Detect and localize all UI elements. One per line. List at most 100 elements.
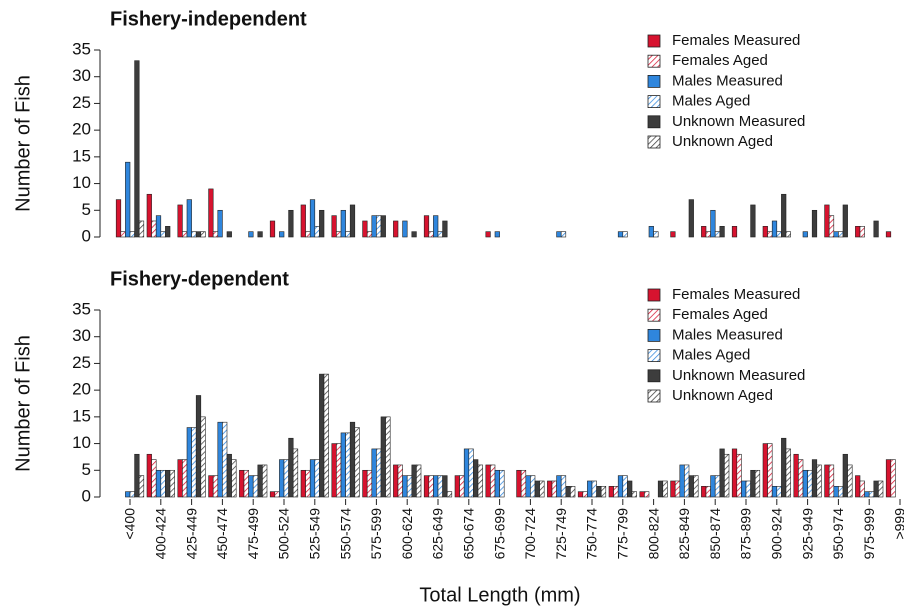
y-tick-label: 20 xyxy=(72,120,91,139)
bar xyxy=(155,215,162,238)
bar xyxy=(551,480,557,498)
bar xyxy=(288,209,294,238)
bar xyxy=(345,432,351,498)
bar xyxy=(617,475,624,498)
bar xyxy=(323,373,329,498)
legend-label: Unknown Aged xyxy=(672,387,773,404)
bar xyxy=(411,231,417,238)
bar xyxy=(811,209,818,238)
bar xyxy=(292,448,299,498)
bar xyxy=(556,475,562,498)
bar xyxy=(622,475,628,498)
x-tick-label: <400 xyxy=(122,508,138,540)
legend-swatch xyxy=(647,115,661,129)
legend-label: Unknown Measured xyxy=(672,367,805,384)
bar xyxy=(165,469,171,498)
bar xyxy=(182,459,188,498)
bar xyxy=(608,486,614,498)
bar xyxy=(750,204,756,238)
bar xyxy=(613,486,619,498)
bar xyxy=(340,209,346,238)
bar xyxy=(349,204,356,238)
bar xyxy=(824,204,830,238)
bar xyxy=(494,469,500,498)
bar xyxy=(750,469,756,498)
bar xyxy=(371,215,377,238)
bar xyxy=(269,491,276,498)
legend-swatch xyxy=(647,135,661,149)
bar xyxy=(217,209,223,238)
bar xyxy=(490,464,496,498)
bar xyxy=(362,469,368,498)
legend-swatch xyxy=(647,34,661,48)
bar xyxy=(631,491,637,498)
bar xyxy=(648,226,654,238)
legend-label: Males Measured xyxy=(672,72,783,89)
x-tick-label: 400-424 xyxy=(153,508,169,560)
bar xyxy=(710,209,716,238)
bar xyxy=(477,464,483,498)
bar xyxy=(262,464,268,498)
bar xyxy=(617,231,624,238)
bar xyxy=(200,416,206,498)
bar xyxy=(366,469,373,498)
x-tick-label: 650-674 xyxy=(461,508,477,560)
bar xyxy=(670,231,676,238)
bar xyxy=(719,448,725,498)
x-tick-label: 925-949 xyxy=(799,508,815,560)
bar xyxy=(639,491,645,498)
bar xyxy=(714,475,721,498)
bar xyxy=(134,60,140,238)
bar xyxy=(345,231,351,238)
bar xyxy=(859,226,865,238)
x-tick-label: 575-599 xyxy=(368,508,384,560)
bar xyxy=(376,448,382,498)
bar xyxy=(406,475,413,498)
legend-swatch xyxy=(647,95,661,108)
bar xyxy=(714,231,721,238)
bar xyxy=(847,464,853,498)
bar xyxy=(314,226,320,238)
bar xyxy=(376,215,382,238)
bar xyxy=(300,204,306,238)
bar xyxy=(212,475,219,498)
bar xyxy=(129,491,135,498)
bar xyxy=(701,226,707,238)
bar xyxy=(269,220,276,238)
bar xyxy=(693,475,699,498)
bar xyxy=(688,475,694,498)
bar xyxy=(771,220,778,238)
bar xyxy=(560,475,567,498)
bar xyxy=(309,459,316,498)
bar xyxy=(855,475,861,498)
bar xyxy=(300,469,306,498)
bar xyxy=(485,231,491,238)
y-tick-label: 30 xyxy=(72,66,91,85)
legend-label: Males Aged xyxy=(672,93,750,110)
y-tick-label: 35 xyxy=(72,39,91,58)
bar xyxy=(473,459,479,498)
bar xyxy=(305,231,311,238)
bar xyxy=(762,226,768,238)
bar xyxy=(771,486,778,498)
bar xyxy=(169,469,175,498)
bar xyxy=(120,231,126,238)
bar xyxy=(798,459,804,498)
x-tick-label: 600-624 xyxy=(399,508,415,560)
bar xyxy=(151,220,157,238)
bar xyxy=(411,464,417,498)
x-tick-label: 475-499 xyxy=(245,508,261,560)
bar xyxy=(423,215,430,238)
bar xyxy=(781,437,787,498)
bar xyxy=(442,220,448,238)
legend-label: Females Measured xyxy=(672,286,800,303)
bar xyxy=(556,231,562,238)
bar xyxy=(165,226,171,238)
bar xyxy=(319,373,325,498)
bar xyxy=(195,231,202,238)
legend-label: Unknown Aged xyxy=(672,133,773,150)
bar xyxy=(828,464,835,498)
bar xyxy=(776,486,782,498)
x-tick-label: >999 xyxy=(892,508,904,540)
y-tick-label: 5 xyxy=(82,460,91,479)
